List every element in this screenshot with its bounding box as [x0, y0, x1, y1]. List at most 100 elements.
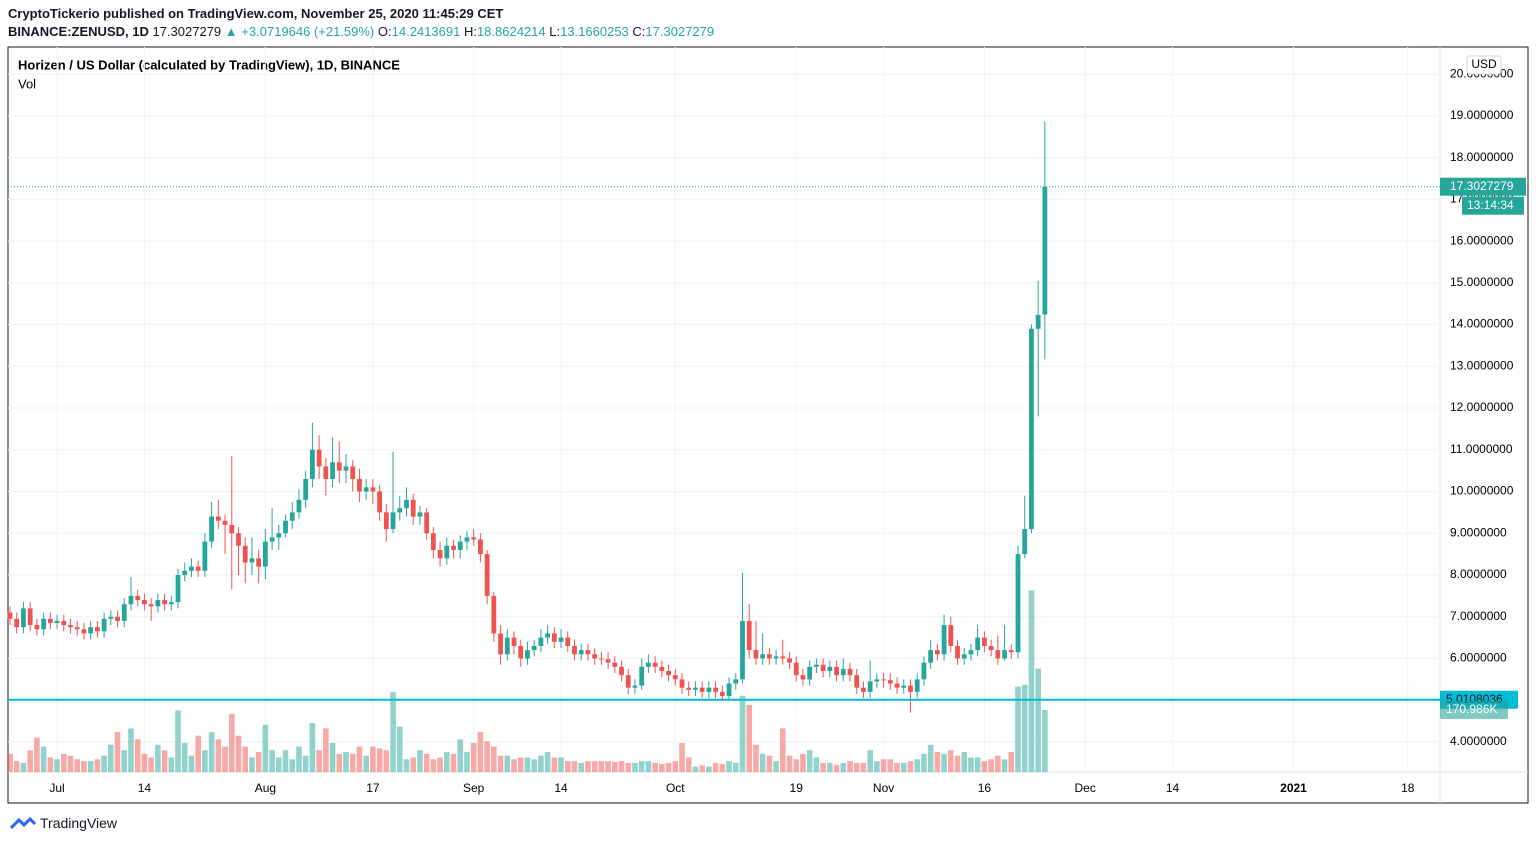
volume-bar	[853, 762, 860, 772]
volume-bar	[692, 766, 699, 772]
x-tick-label: Dec	[1075, 781, 1096, 795]
candle-body	[47, 618, 53, 623]
frame	[7, 46, 1529, 804]
volume-bar	[175, 710, 181, 772]
volume-bar	[706, 766, 712, 772]
candle-body	[995, 650, 1001, 659]
volume-bar	[289, 759, 296, 772]
candle-body	[612, 662, 618, 667]
volume-bar	[961, 752, 968, 772]
candle-body	[551, 633, 557, 642]
candle-body	[189, 566, 194, 571]
volume-bar	[746, 704, 752, 772]
candle-body	[981, 637, 987, 646]
candle-body	[793, 662, 799, 676]
candle-body	[27, 608, 33, 626]
candle-body	[377, 491, 383, 513]
footer-text: TradingView	[40, 815, 118, 831]
volume-bar	[195, 735, 201, 772]
candle-body	[289, 512, 295, 521]
candle-body	[7, 612, 13, 619]
candle-body	[444, 545, 450, 559]
candle-body	[699, 687, 705, 692]
volume-bar	[813, 757, 820, 772]
volume-bar	[222, 746, 228, 772]
candle-body	[61, 620, 67, 626]
volume-bar	[484, 741, 490, 772]
candle-body	[874, 679, 880, 682]
volume-bar	[417, 750, 423, 772]
candle-body	[921, 662, 927, 680]
countdown-box	[1462, 196, 1524, 215]
candle-body	[457, 541, 463, 550]
volume-bar	[538, 755, 544, 772]
candle-body	[41, 618, 47, 630]
candle-body	[652, 662, 658, 667]
volume-bar	[968, 757, 974, 772]
volume-bar	[376, 748, 383, 772]
volume-bar	[732, 762, 739, 772]
quote-o: 14.2413691	[391, 24, 461, 39]
candle-body	[955, 645, 960, 659]
candle-body	[766, 654, 772, 659]
x-tick-label: Nov	[873, 781, 894, 795]
x-tick-label: Sep	[463, 781, 485, 795]
candle-body	[202, 541, 208, 571]
volume-bar	[806, 750, 813, 772]
y-tick-label: 4.0000000	[1450, 734, 1507, 748]
volume-bar	[564, 761, 571, 772]
candle-body	[471, 537, 477, 540]
volume-bar	[699, 765, 705, 772]
quote-l: 13.1660253	[560, 24, 629, 39]
volume-bar	[1035, 668, 1041, 772]
volume-bar	[739, 695, 746, 772]
y-tick-label: 13.0000000	[1450, 358, 1514, 372]
candle-body	[948, 625, 954, 646]
candle-body	[773, 656, 779, 659]
candle-body	[753, 650, 759, 659]
volume-bar	[470, 742, 477, 772]
publisher-line: CryptoTickerio published on TradingView.…	[8, 6, 503, 21]
candle-body	[128, 595, 134, 605]
volume-bar	[511, 759, 517, 772]
candle-body	[726, 683, 732, 697]
volume-bar	[578, 762, 585, 772]
volume-bar	[880, 759, 887, 772]
candle-body	[168, 602, 174, 605]
candle-body	[928, 650, 934, 663]
volume-bar	[121, 750, 128, 772]
candle-body	[269, 537, 275, 542]
volume-title: Vol	[18, 76, 36, 91]
candle-body	[867, 681, 873, 692]
volume-bar	[726, 761, 732, 772]
volume-bar	[759, 753, 766, 772]
volume-bar	[349, 753, 356, 772]
volume-bar	[840, 762, 847, 772]
candle-body	[350, 466, 356, 479]
volume-bar	[974, 757, 981, 772]
volume-bar	[249, 757, 255, 772]
volume-bar	[874, 761, 880, 772]
candle-body	[101, 618, 107, 632]
volume-bar	[215, 739, 222, 772]
volume-bar	[269, 750, 275, 772]
volume-bar	[309, 722, 316, 772]
volume-bar	[356, 746, 363, 772]
candle-body	[760, 654, 766, 659]
volume-bar	[20, 762, 27, 772]
x-tick-label: 14	[1166, 781, 1180, 795]
candle-body	[256, 558, 262, 567]
volume-bar	[410, 757, 417, 772]
candle-body	[74, 627, 80, 630]
candle-body	[478, 539, 483, 555]
candle-body	[303, 478, 309, 500]
candle-body	[323, 466, 329, 479]
volume-bar	[497, 755, 504, 772]
candle-body	[787, 658, 792, 663]
volume-bar	[665, 762, 672, 772]
currency-button[interactable]	[1466, 55, 1502, 75]
volume-bar	[181, 742, 188, 772]
volume-bar	[927, 744, 934, 772]
candle-body	[847, 668, 853, 676]
volume-bar	[954, 755, 961, 772]
